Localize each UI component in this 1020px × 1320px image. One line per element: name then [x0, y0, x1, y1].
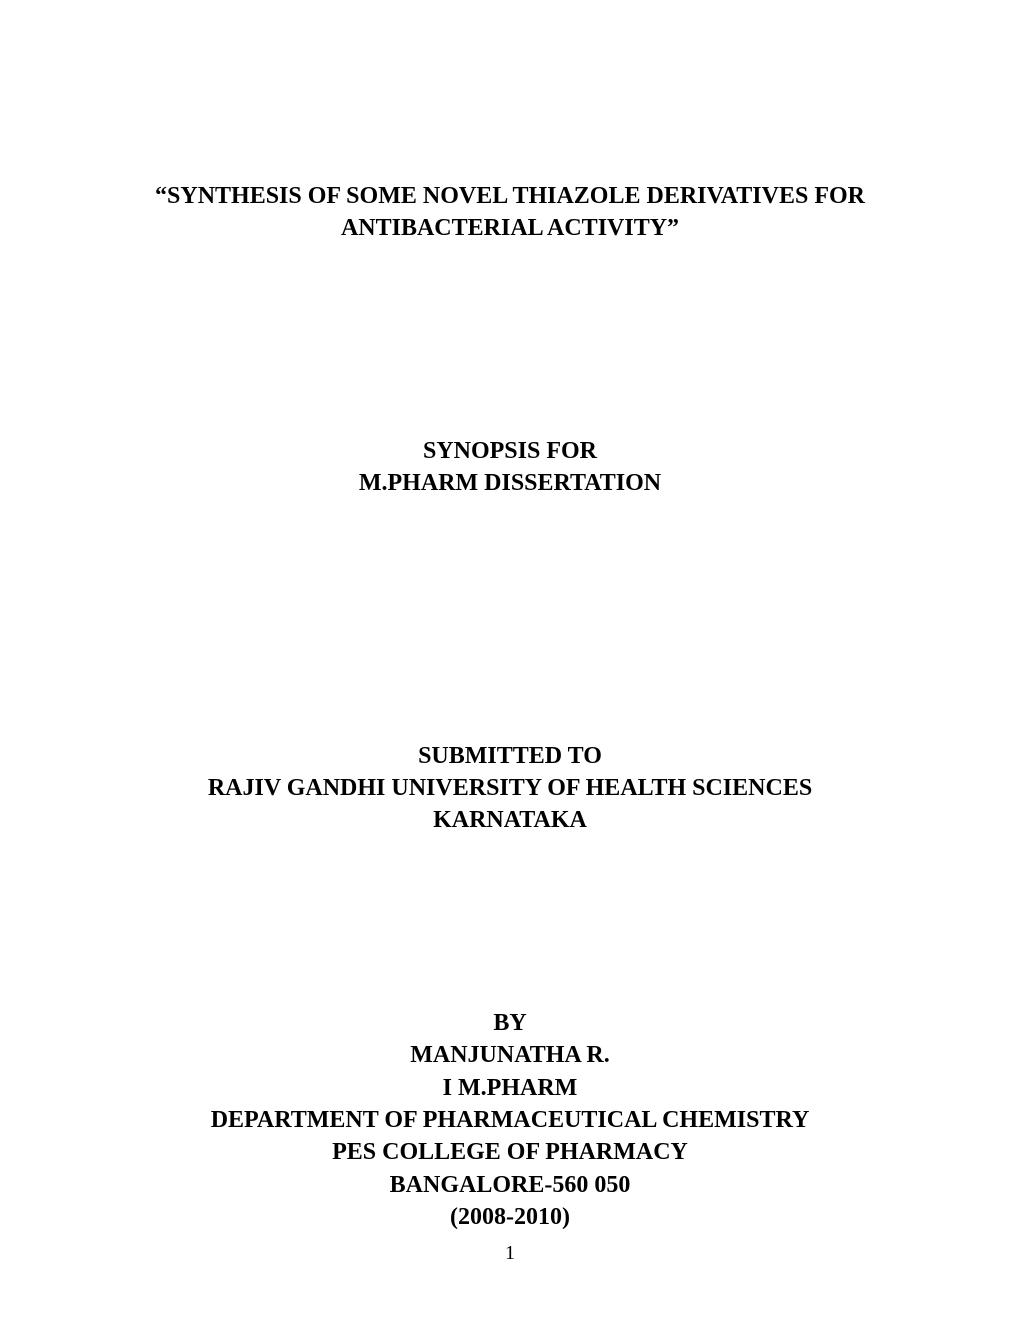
author-section: BY MANJUNATHA R. I M.PHARM DEPARTMENT OF…	[211, 1007, 810, 1234]
submitted-line-2: RAJIV GANDHI UNIVERSITY OF HEALTH SCIENC…	[208, 772, 812, 804]
author-line-1: BY	[211, 1007, 810, 1039]
submitted-line-3: KARNATAKA	[208, 804, 812, 836]
document-title: “SYNTHESIS OF SOME NOVEL THIAZOLE DERIVA…	[155, 180, 865, 245]
title-line-2: ANTIBACTERIAL ACTIVITY”	[155, 212, 865, 244]
synopsis-line-1: SYNOPSIS FOR	[359, 435, 661, 467]
author-line-3: I M.PHARM	[211, 1072, 810, 1104]
synopsis-section: SYNOPSIS FOR M.PHARM DISSERTATION	[359, 435, 661, 500]
synopsis-line-2: M.PHARM DISSERTATION	[359, 467, 661, 499]
document-page: “SYNTHESIS OF SOME NOVEL THIAZOLE DERIVA…	[0, 0, 1020, 1320]
author-line-5: PES COLLEGE OF PHARMACY	[211, 1136, 810, 1168]
page-number: 1	[505, 1242, 515, 1265]
author-line-2: MANJUNATHA R.	[211, 1039, 810, 1071]
author-line-6: BANGALORE-560 050	[211, 1169, 810, 1201]
title-line-1: “SYNTHESIS OF SOME NOVEL THIAZOLE DERIVA…	[155, 180, 865, 212]
author-line-4: DEPARTMENT OF PHARMACEUTICAL CHEMISTRY	[211, 1104, 810, 1136]
submitted-line-1: SUBMITTED TO	[208, 740, 812, 772]
author-line-7: (2008-2010)	[211, 1201, 810, 1233]
submitted-section: SUBMITTED TO RAJIV GANDHI UNIVERSITY OF …	[208, 740, 812, 837]
